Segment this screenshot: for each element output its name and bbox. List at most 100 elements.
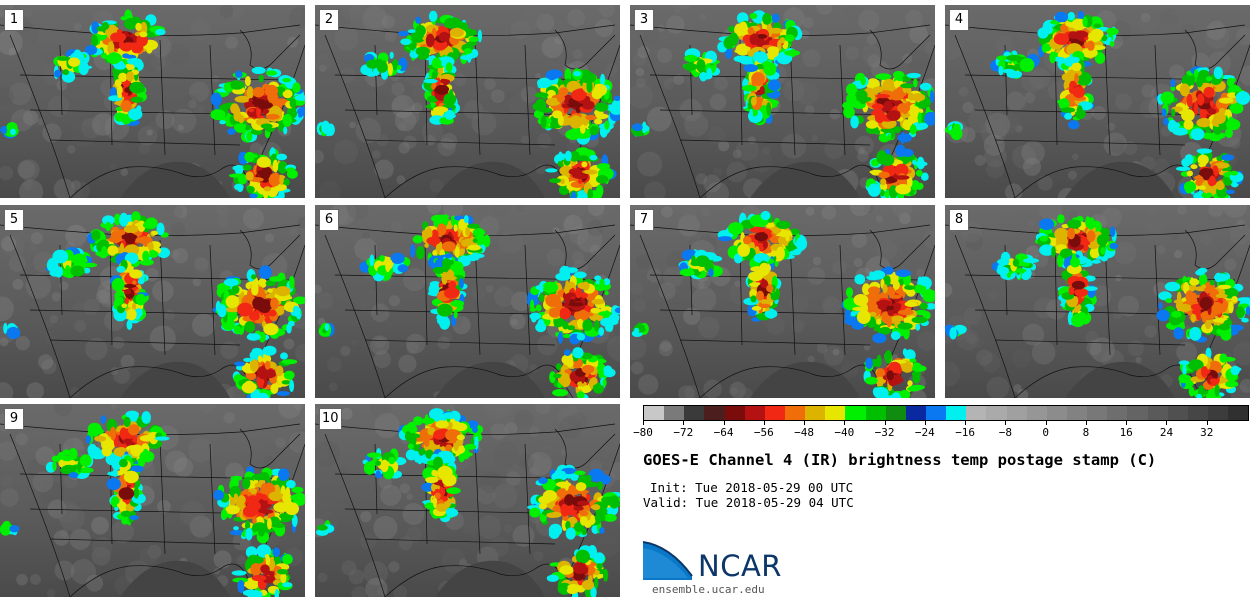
- cloud-pixel: [244, 76, 251, 87]
- cloud-pixel: [909, 384, 925, 390]
- cloud-pixel: [765, 222, 775, 228]
- cloud-pixel: [1198, 185, 1207, 190]
- cloud-pixel: [77, 461, 82, 473]
- cloud-pixel: [369, 254, 375, 267]
- cloud-pixel: [733, 55, 749, 63]
- cloud-pixel: [265, 280, 276, 286]
- cloud-pixel: [415, 25, 426, 37]
- ensemble-member-panel: 3: [630, 5, 935, 198]
- cloud-pixel: [105, 221, 112, 232]
- colorbar-swatch: [966, 406, 987, 420]
- cloud-pixel: [564, 150, 572, 162]
- cloud-pixel: [471, 252, 480, 260]
- panel-number-label: 10: [319, 408, 342, 430]
- cloud-pixel: [460, 55, 473, 61]
- cloud-pixel: [446, 487, 461, 495]
- political-boundaries: [630, 224, 935, 398]
- colorbar-swatch: [1107, 406, 1128, 420]
- cloud-pixel: [595, 102, 609, 112]
- cloud-pixel: [1064, 112, 1073, 120]
- cloud-pixel: [245, 171, 254, 181]
- cloud-pixel: [54, 69, 62, 78]
- colorbar-swatch: [684, 406, 705, 420]
- cloud-pixel: [253, 522, 267, 532]
- cloud-pixel: [576, 500, 590, 506]
- cloud-pixel: [415, 46, 430, 56]
- cloud-pixel: [929, 89, 935, 104]
- cloud-pixel: [137, 278, 145, 285]
- cloud-pixel: [1197, 154, 1209, 165]
- cloud-pixel: [1190, 164, 1198, 170]
- cloud-pixel: [576, 333, 586, 341]
- cloud-pixel: [575, 287, 582, 299]
- panel-number-label: 1: [4, 9, 24, 31]
- cloud-pixel: [856, 96, 872, 102]
- cloud-pixel: [1038, 218, 1055, 231]
- cloud-pixel: [1067, 219, 1082, 229]
- cloud-pixel: [453, 310, 458, 319]
- cloud-pixel: [594, 275, 602, 281]
- cloud-pixel: [902, 120, 913, 131]
- cloud-pixel: [574, 271, 587, 279]
- cloud-pixel: [1158, 291, 1172, 301]
- cloud-pixel: [600, 73, 606, 86]
- cloud-pixel: [766, 285, 774, 292]
- cloud-pixel: [1057, 214, 1065, 224]
- cloud-pixel: [231, 285, 240, 294]
- cloud-pixel: [1193, 192, 1205, 198]
- ir-map: [0, 5, 305, 198]
- ir-map: [945, 205, 1250, 398]
- cloud-pixel: [580, 72, 597, 84]
- cloud-pixel: [243, 583, 257, 588]
- cloud-pixel: [876, 318, 882, 325]
- cloud-pixel: [1091, 259, 1101, 264]
- cloud-pixel: [223, 278, 239, 287]
- cloud-pixel: [246, 86, 254, 99]
- cloud-pixel: [251, 347, 263, 354]
- cloud-pixel: [246, 500, 261, 512]
- cloud-pixel: [210, 109, 226, 121]
- cloud-pixel: [100, 415, 107, 424]
- cloud-pixel: [412, 235, 423, 244]
- cloud-pixel: [571, 89, 587, 101]
- cloud-pixel: [102, 215, 115, 225]
- cloud-pixel: [591, 83, 608, 97]
- cloud-pixel: [228, 173, 245, 178]
- cloud-pixel: [267, 518, 272, 530]
- cloud-pixel: [614, 307, 620, 314]
- cloud-pixel: [289, 275, 295, 289]
- cloud-pixel: [1226, 119, 1241, 131]
- cloud-pixel: [390, 252, 405, 264]
- cloud-pixel: [1225, 380, 1239, 388]
- cloud-pixel: [402, 424, 418, 435]
- cloud-pixel: [3, 322, 8, 334]
- cloud-pixel: [772, 226, 782, 235]
- cloud-pixel: [106, 477, 122, 491]
- cloud-pixel: [535, 285, 544, 290]
- cloud-pixel: [997, 258, 1010, 265]
- cloud-pixel: [261, 349, 272, 355]
- cloud-pixel: [919, 302, 928, 310]
- cloud-pixel: [545, 168, 558, 173]
- cloud-pixel: [83, 267, 91, 274]
- colorbar-swatch: [764, 406, 785, 420]
- ir-map: [315, 5, 620, 198]
- cloud-pixel: [116, 29, 122, 34]
- cloud-pixel: [573, 71, 582, 77]
- cloud-pixel: [1160, 91, 1175, 104]
- cloud-pixel: [442, 257, 451, 272]
- cloud-pixel: [248, 98, 253, 103]
- cloud-pixel: [853, 294, 869, 306]
- cloud-pixel: [1209, 100, 1215, 108]
- cloud-pixel: [908, 105, 920, 113]
- cloud-pixel: [463, 215, 469, 224]
- colorbar-tick-mark: [763, 420, 765, 425]
- init-time: Init: Tue 2018-05-29 00 UTC: [650, 480, 854, 495]
- cloud-pixel: [253, 556, 264, 564]
- colorbar-tick-label: −8: [998, 426, 1013, 439]
- cloud-pixel: [559, 565, 574, 575]
- cloud-pixel: [445, 17, 461, 27]
- cloud-pixel: [121, 517, 130, 525]
- colorbar-tick-label: 32: [1200, 426, 1214, 439]
- cloud-pixel: [1213, 274, 1223, 281]
